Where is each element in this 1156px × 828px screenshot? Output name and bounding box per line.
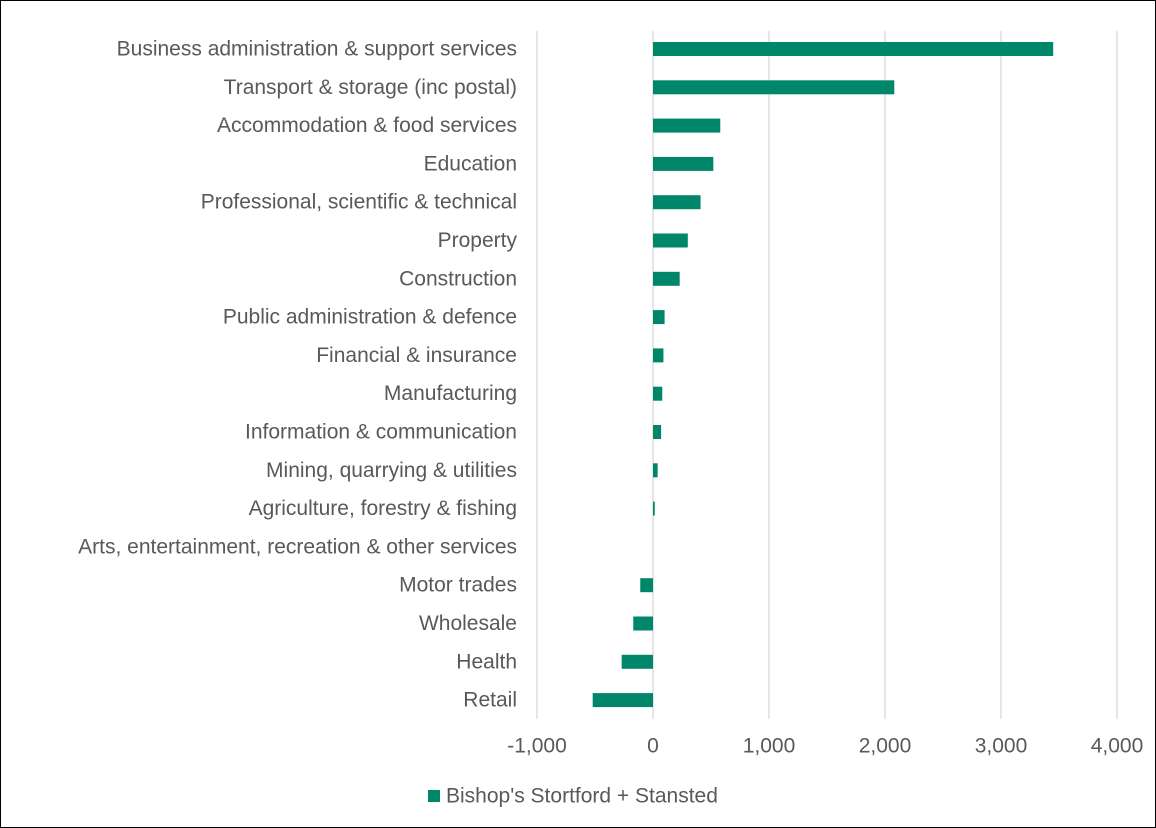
x-axis-tick-labels: -1,000 0 1,000 2,000 3,000 4,000 bbox=[507, 735, 1143, 758]
bar bbox=[653, 80, 895, 95]
x-tick-label: 1,000 bbox=[743, 735, 796, 758]
x-tick-label: 2,000 bbox=[859, 735, 912, 758]
category-label: Motor trades bbox=[399, 574, 517, 597]
bar bbox=[653, 233, 688, 248]
bar bbox=[653, 195, 701, 210]
bar bbox=[653, 501, 655, 516]
x-tick-label: 0 bbox=[647, 735, 659, 758]
bar bbox=[653, 42, 1054, 56]
category-label: Health bbox=[456, 650, 517, 673]
category-label: Wholesale bbox=[419, 612, 517, 635]
category-label: Professional, scientific & technical bbox=[201, 191, 517, 214]
category-label: Business administration & support servic… bbox=[117, 38, 517, 61]
category-label: Manufacturing bbox=[384, 382, 517, 405]
category-label: Transport & storage (inc postal) bbox=[224, 76, 517, 99]
category-label: Information & communication bbox=[245, 421, 517, 444]
x-tick-label: -1,000 bbox=[507, 735, 567, 758]
legend: Bishop's Stortford + Stansted bbox=[428, 785, 718, 808]
bar bbox=[653, 271, 680, 286]
category-label: Mining, quarrying & utilities bbox=[266, 459, 517, 482]
bar bbox=[653, 310, 665, 325]
x-tick-label: 4,000 bbox=[1091, 735, 1144, 758]
bar bbox=[653, 386, 663, 401]
bar bbox=[653, 463, 658, 478]
category-label: Agriculture, forestry & fishing bbox=[249, 497, 517, 520]
category-label: Property bbox=[438, 229, 518, 252]
category-label: Accommodation & food services bbox=[217, 114, 517, 137]
legend-label: Bishop's Stortford + Stansted bbox=[446, 785, 718, 808]
category-label: Retail bbox=[463, 689, 517, 712]
bar bbox=[653, 348, 664, 363]
bar bbox=[653, 425, 662, 439]
category-label: Arts, entertainment, recreation & other … bbox=[78, 535, 517, 558]
bar bbox=[592, 693, 653, 708]
bar bbox=[653, 156, 714, 171]
bar bbox=[633, 616, 653, 631]
category-label: Public administration & defence bbox=[223, 306, 517, 329]
category-label: Construction bbox=[399, 267, 517, 290]
bar bbox=[653, 118, 721, 133]
category-label: Financial & insurance bbox=[316, 344, 517, 367]
legend-swatch bbox=[428, 790, 440, 802]
bar bbox=[640, 578, 653, 593]
x-tick-label: 3,000 bbox=[975, 735, 1028, 758]
bar bbox=[621, 654, 653, 669]
bars bbox=[592, 42, 1054, 708]
gridlines bbox=[536, 31, 1118, 719]
category-label: Education bbox=[424, 152, 517, 175]
category-labels: Business administration & support servic… bbox=[78, 38, 517, 712]
